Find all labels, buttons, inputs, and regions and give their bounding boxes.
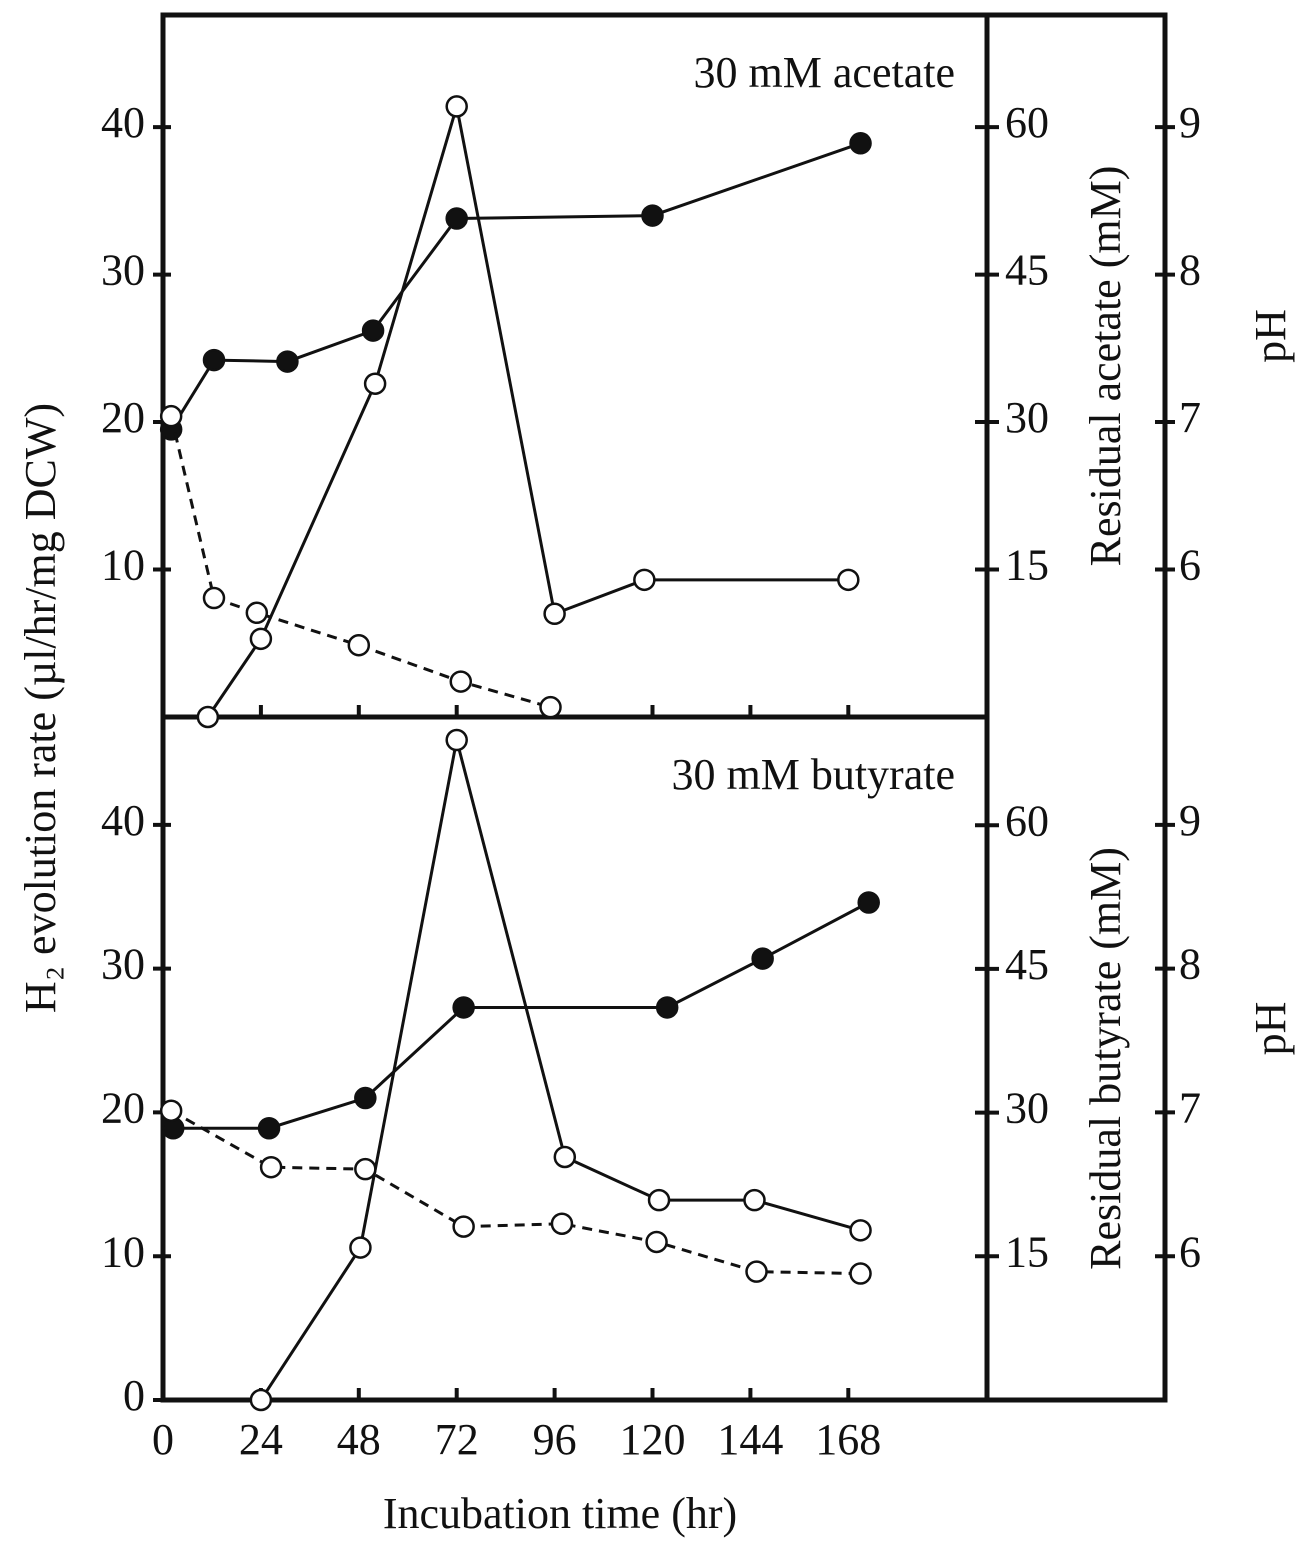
y-tick-label: 10 xyxy=(101,1227,145,1276)
data-point xyxy=(849,1219,872,1242)
y2-axis-label: Residual acetate (mM) xyxy=(1081,166,1130,567)
data-point xyxy=(751,947,774,970)
y3-tick-label: 9 xyxy=(1179,796,1201,845)
y3-tick-label: 8 xyxy=(1179,940,1201,989)
x-tick-label: 24 xyxy=(239,1415,283,1464)
y2-tick-label: 60 xyxy=(1005,98,1049,147)
data-point xyxy=(354,1157,377,1181)
x-tick-label: 0 xyxy=(152,1415,174,1464)
data-point xyxy=(550,1212,574,1235)
y2-tick-label: 60 xyxy=(1005,796,1049,845)
data-point xyxy=(449,670,473,693)
data-point xyxy=(452,996,475,1019)
series-line xyxy=(169,141,862,431)
x-tick-label: 48 xyxy=(337,1415,381,1464)
data-point xyxy=(202,586,226,610)
data-point xyxy=(647,1188,671,1212)
series-line xyxy=(170,1109,861,1276)
data-point xyxy=(159,1099,183,1122)
data-point xyxy=(633,568,656,592)
data-point xyxy=(354,1086,377,1110)
y3-tick-label: 9 xyxy=(1179,98,1201,147)
y3-tick-label: 6 xyxy=(1179,1227,1201,1276)
data-point xyxy=(363,372,387,395)
data-point xyxy=(543,602,566,626)
data-point xyxy=(249,1388,273,1412)
data-point xyxy=(445,95,468,118)
panel-title: 30 mM acetate xyxy=(694,48,955,97)
x-tick-label: 120 xyxy=(620,1415,686,1464)
y-axis-label: H₂ evolution rate (µl/hr/mg DCW) xyxy=(16,403,65,1013)
data-point xyxy=(445,728,468,752)
y3-tick-label: 8 xyxy=(1179,246,1201,295)
y-tick-label: 0 xyxy=(123,1371,145,1420)
data-point xyxy=(257,1116,281,1140)
data-point xyxy=(361,319,385,342)
y3-tick-label: 7 xyxy=(1179,1084,1201,1133)
data-point xyxy=(445,207,468,230)
y-tick-label: 40 xyxy=(101,98,145,147)
series-line xyxy=(206,106,849,718)
data-point xyxy=(849,132,872,155)
series-line xyxy=(169,415,551,709)
y-tick-label: 30 xyxy=(101,940,145,989)
panel-title: 30 mM butyrate xyxy=(671,750,955,799)
data-point xyxy=(553,1145,577,1169)
y3-axis-label: pH xyxy=(1246,309,1295,363)
data-point xyxy=(641,204,664,227)
data-point xyxy=(655,996,679,1019)
y2-tick-label: 30 xyxy=(1005,393,1049,442)
data-point xyxy=(645,1230,668,1254)
y2-tick-label: 30 xyxy=(1005,1084,1049,1133)
y2-tick-label: 45 xyxy=(1005,246,1049,295)
y-tick-label: 40 xyxy=(101,796,145,845)
data-point xyxy=(347,633,371,657)
y-tick-label: 30 xyxy=(101,246,145,295)
data-point xyxy=(276,350,299,373)
x-tick-label: 144 xyxy=(717,1415,783,1464)
data-point xyxy=(249,627,273,651)
data-point xyxy=(159,404,183,428)
data-point xyxy=(259,1155,283,1179)
y2-tick-label: 45 xyxy=(1005,940,1049,989)
data-point xyxy=(202,348,226,372)
y-tick-label: 10 xyxy=(101,541,145,590)
data-point xyxy=(245,601,269,625)
series-line xyxy=(173,901,870,1130)
y-tick-label: 20 xyxy=(101,1084,145,1133)
data-point xyxy=(539,695,562,719)
y2-tick-label: 15 xyxy=(1005,541,1049,590)
data-point xyxy=(452,1215,475,1238)
data-point xyxy=(857,891,880,914)
x-tick-label: 72 xyxy=(435,1415,479,1464)
y2-axis-label: Residual butyrate (mM) xyxy=(1081,847,1130,1270)
y-tick-label: 20 xyxy=(101,393,145,442)
data-point xyxy=(349,1236,372,1259)
x-tick-label: 96 xyxy=(533,1415,577,1464)
x-axis-label: Incubation time (hr) xyxy=(383,1489,737,1538)
y3-tick-label: 6 xyxy=(1179,541,1201,590)
data-point xyxy=(743,1188,766,1212)
y3-axis-label: pH xyxy=(1246,1002,1295,1056)
series-line xyxy=(259,739,861,1401)
y3-tick-label: 7 xyxy=(1179,393,1201,442)
data-point xyxy=(196,705,220,729)
data-point xyxy=(849,1262,872,1285)
y2-tick-label: 15 xyxy=(1005,1227,1049,1276)
x-tick-label: 168 xyxy=(815,1415,881,1464)
data-point xyxy=(837,568,860,592)
data-point xyxy=(745,1260,768,1283)
